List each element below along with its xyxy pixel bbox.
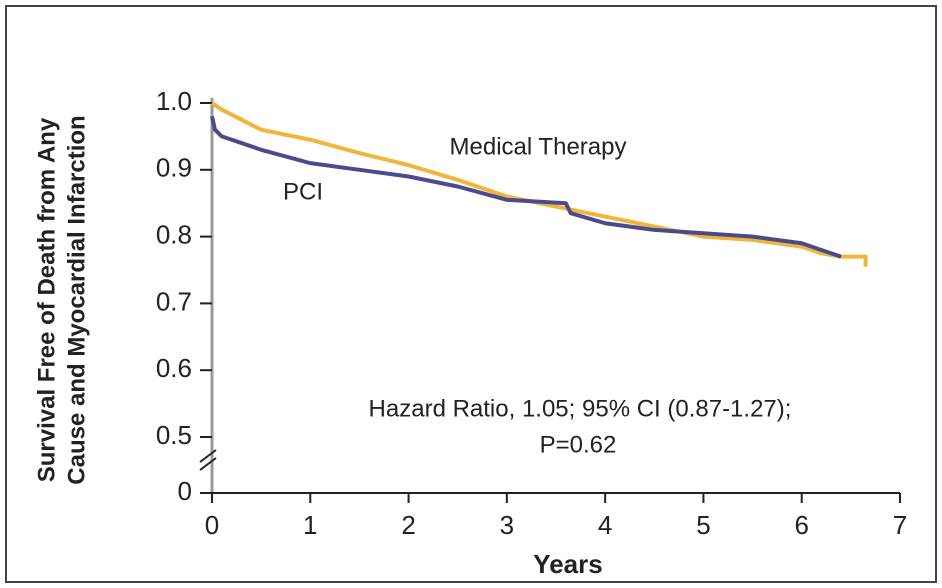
x-tick-label: 2 [401, 510, 415, 540]
series-label: PCI [283, 178, 323, 205]
x-tick-label: 4 [598, 510, 612, 540]
y-axis-label-line: Cause and Myocardial Infarction [63, 115, 90, 484]
axis-break [199, 457, 217, 471]
y-axis-label: Survival Free of Death from Any Cause an… [33, 115, 90, 484]
y-tick-label: 0.7 [156, 286, 192, 316]
y-tick-label: 0 [178, 476, 192, 506]
y-tick-label: 0.6 [156, 353, 192, 383]
y-tick-label: 0.8 [156, 219, 192, 249]
x-tick-label: 5 [696, 510, 710, 540]
x-tick-label: 0 [205, 510, 219, 540]
y-tick-label: 1.0 [156, 86, 192, 116]
frame [5, 5, 937, 583]
x-axis-label: Years [533, 549, 602, 579]
x-tick-label: 1 [303, 510, 317, 540]
series-label: Medical Therapy [450, 133, 627, 160]
x-tick-label: 6 [794, 510, 808, 540]
axis-break [199, 449, 217, 463]
survival-line [210, 115, 842, 259]
annotation: P=0.62 [540, 431, 617, 458]
y-tick-label: 0.5 [156, 420, 192, 450]
annotation: Hazard Ratio, 1.05; 95% CI (0.87-1.27); [369, 395, 792, 422]
survival-line [210, 101, 868, 267]
y-tick-label: 0.9 [156, 153, 192, 183]
x-tick-label: 7 [893, 510, 907, 540]
x-tick-label: 3 [500, 510, 514, 540]
y-axis-label-line: Survival Free of Death from Any [33, 117, 60, 482]
